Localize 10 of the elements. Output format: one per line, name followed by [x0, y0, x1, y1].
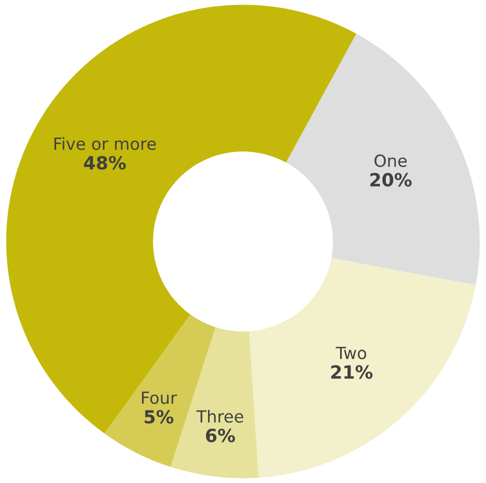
- data-label: 6%: [206, 428, 235, 442]
- data-label: 5%: [144, 410, 174, 424]
- slice-label: Three: [196, 410, 244, 423]
- data-label: 21%: [331, 365, 372, 379]
- slice-label: One: [374, 154, 407, 168]
- slice-label: Two: [336, 346, 366, 360]
- slice-label: Four: [142, 392, 177, 404]
- data-label: 20%: [370, 172, 412, 187]
- data-label: 48%: [84, 156, 126, 170]
- slice-label: Five or more: [54, 137, 156, 150]
